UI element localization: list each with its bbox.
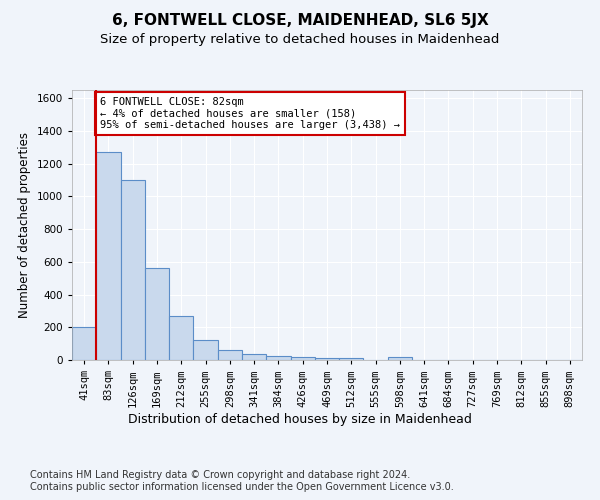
Bar xyxy=(169,316,193,360)
Bar xyxy=(339,358,364,360)
Bar xyxy=(290,357,315,360)
Text: 6 FONTWELL CLOSE: 82sqm
← 4% of detached houses are smaller (158)
95% of semi-de: 6 FONTWELL CLOSE: 82sqm ← 4% of detached… xyxy=(100,97,400,130)
Bar xyxy=(242,354,266,360)
Bar xyxy=(218,350,242,360)
Bar xyxy=(193,340,218,360)
Bar xyxy=(145,268,169,360)
Bar xyxy=(315,358,339,360)
Bar xyxy=(121,180,145,360)
Bar xyxy=(388,356,412,360)
Text: Contains HM Land Registry data © Crown copyright and database right 2024.: Contains HM Land Registry data © Crown c… xyxy=(30,470,410,480)
Text: Contains public sector information licensed under the Open Government Licence v3: Contains public sector information licen… xyxy=(30,482,454,492)
Bar xyxy=(72,328,96,360)
Text: Size of property relative to detached houses in Maidenhead: Size of property relative to detached ho… xyxy=(100,32,500,46)
Y-axis label: Number of detached properties: Number of detached properties xyxy=(18,132,31,318)
Text: Distribution of detached houses by size in Maidenhead: Distribution of detached houses by size … xyxy=(128,412,472,426)
Text: 6, FONTWELL CLOSE, MAIDENHEAD, SL6 5JX: 6, FONTWELL CLOSE, MAIDENHEAD, SL6 5JX xyxy=(112,12,488,28)
Bar xyxy=(96,152,121,360)
Bar xyxy=(266,356,290,360)
